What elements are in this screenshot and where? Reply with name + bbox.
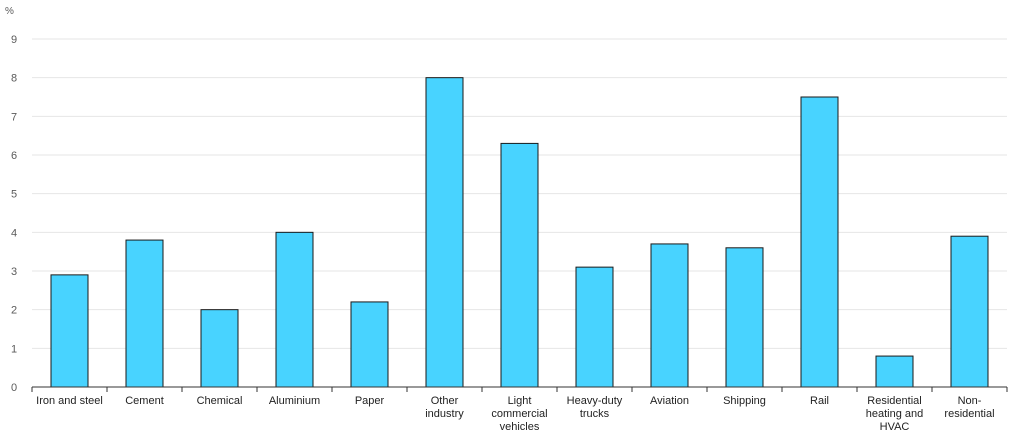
- bar: [950, 235, 989, 388]
- x-category-label-line: HVAC: [880, 421, 910, 433]
- x-category-label-line: industry: [425, 408, 464, 420]
- x-category-label: Non-residential: [944, 395, 994, 420]
- x-category-label-line: commercial: [491, 408, 547, 420]
- x-category-label-line: Cement: [125, 395, 164, 407]
- y-axis-tick-labels: 0 1 2 3 4 5 6 7 8 9: [11, 34, 17, 394]
- y-tick-label: 0: [11, 382, 17, 394]
- y-tick-label: 8: [11, 73, 17, 85]
- x-category-label-line: Other: [431, 395, 459, 407]
- bar: [800, 96, 839, 388]
- y-tick-label: 4: [11, 227, 17, 239]
- x-category-label-line: Aluminium: [269, 395, 320, 407]
- y-tick-label: 6: [11, 150, 17, 162]
- bars: [50, 77, 989, 388]
- bar: [125, 239, 164, 388]
- y-tick-label: 2: [11, 305, 17, 317]
- x-category-label-line: Residential: [867, 395, 921, 407]
- x-category-label-line: Rail: [810, 395, 829, 407]
- x-category-label: Rail: [810, 395, 829, 407]
- bar: [350, 301, 389, 388]
- x-category-label: Aluminium: [269, 395, 320, 407]
- bar: [650, 243, 689, 388]
- x-category-label: Aviation: [650, 395, 689, 407]
- bar: [50, 274, 89, 388]
- bar: [425, 77, 464, 388]
- x-category-label: Cement: [125, 395, 164, 407]
- x-category-label: Paper: [355, 395, 385, 407]
- x-category-label-line: Non-: [958, 395, 982, 407]
- y-tick-label: 9: [11, 34, 17, 46]
- y-axis-unit-label: %: [5, 6, 14, 17]
- x-category-label-line: Aviation: [650, 395, 689, 407]
- bar: [875, 355, 914, 388]
- x-category-label: Other industry: [425, 395, 464, 420]
- bar: [725, 247, 764, 388]
- bar: [200, 309, 239, 388]
- x-axis: [31, 386, 1008, 392]
- bar: [275, 231, 314, 388]
- bar: [500, 142, 539, 388]
- x-category-label: Heavy-duty trucks: [567, 395, 623, 420]
- x-category-label-line: Paper: [355, 395, 385, 407]
- x-category-label-line: heating and: [866, 408, 924, 420]
- x-category-label-line: Shipping: [723, 395, 766, 407]
- x-category-label: Light commercial vehicles: [491, 395, 547, 433]
- x-axis-category-labels: Iron and steel Cement Chemical Aluminium Pap…: [36, 395, 994, 433]
- y-tick-label: 7: [11, 111, 17, 123]
- y-tick-label: 1: [11, 343, 17, 355]
- x-category-label-line: residential: [944, 408, 994, 420]
- x-category-label-line: trucks: [580, 408, 610, 420]
- x-category-label: Iron and steel: [36, 395, 103, 407]
- x-category-label-line: Chemical: [197, 395, 243, 407]
- y-tick-label: 5: [11, 189, 17, 201]
- bar: [575, 266, 614, 388]
- x-category-label-line: Light: [508, 395, 532, 407]
- x-category-label-line: Iron and steel: [36, 395, 103, 407]
- x-category-label: Shipping: [723, 395, 766, 407]
- x-category-label-line: Heavy-duty: [567, 395, 623, 407]
- x-category-label-line: vehicles: [500, 421, 540, 433]
- y-tick-label: 3: [11, 266, 17, 278]
- x-category-label: Residential heating and HVAC: [866, 395, 924, 433]
- x-category-label: Chemical: [197, 395, 243, 407]
